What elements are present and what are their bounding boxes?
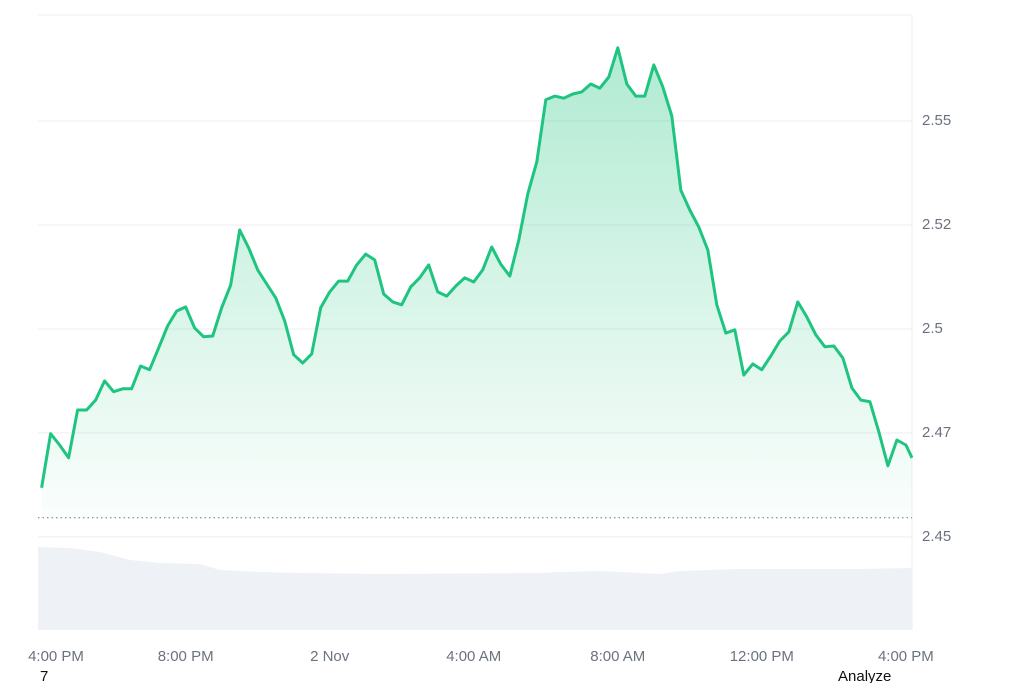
price-line [40,46,914,489]
x-tick-label: 4:00 PM [878,648,934,665]
y-tick-label: 2.55 [922,112,951,129]
x-tick-label: 4:00 PM [28,648,84,665]
x-tick-label: 12:00 PM [730,648,794,665]
y-tick-label: 2.52 [922,216,951,233]
y-tick-label: 2.47 [922,424,951,441]
y-tick-label: 2.5 [922,320,943,337]
footer-right[interactable]: Analyze [838,668,891,683]
y-tick-label: 2.45 [922,528,951,545]
x-tick-label: 2 Nov [310,648,350,665]
x-tick-label: 8:00 PM [158,648,214,665]
x-tick-label: 4:00 AM [446,648,501,665]
x-tick-label: 8:00 AM [590,648,645,665]
footer-left: 7 [40,668,48,683]
volume-area [38,547,912,630]
area-fill [41,47,913,518]
